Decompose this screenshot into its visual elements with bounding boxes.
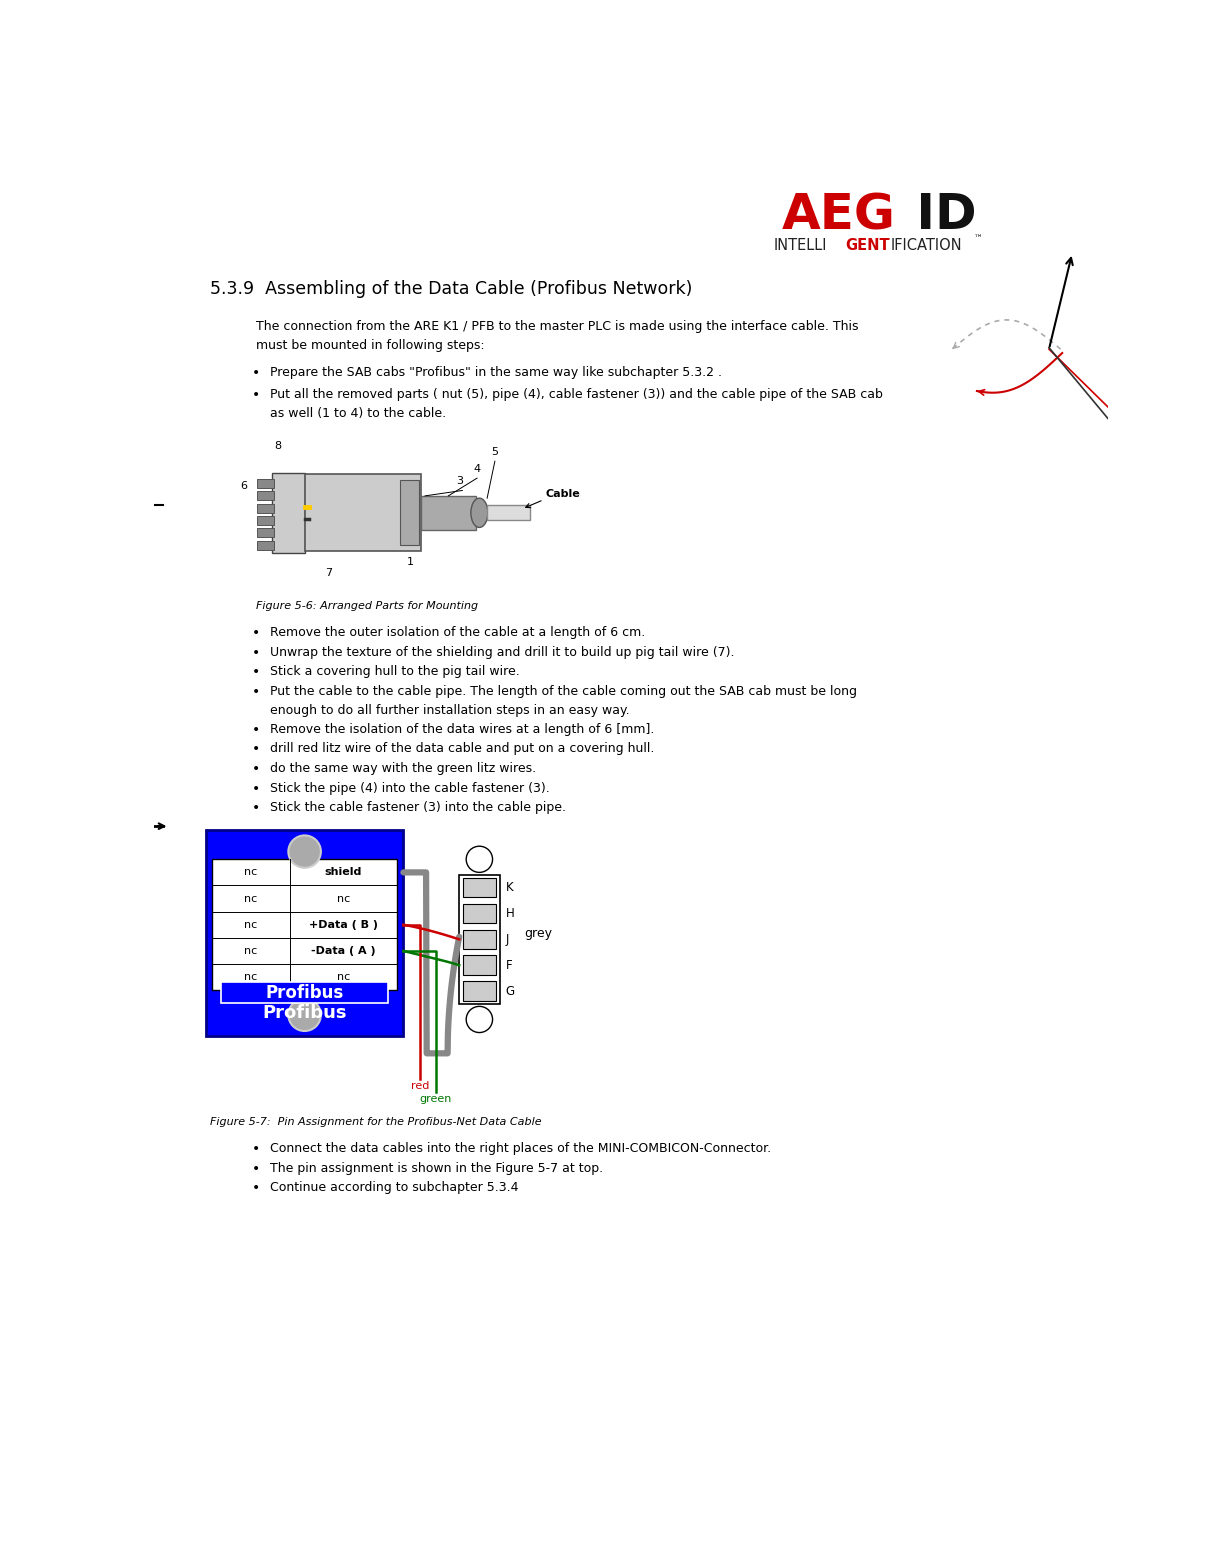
Text: Put the cable to the cable pipe. The length of the cable coming out the SAB cab : Put the cable to the cable pipe. The len… xyxy=(270,685,857,697)
Bar xyxy=(463,981,496,1001)
Text: 5: 5 xyxy=(491,447,499,457)
Text: •: • xyxy=(252,1162,261,1176)
Bar xyxy=(463,955,496,975)
Text: 3: 3 xyxy=(455,477,463,486)
Text: Stick the pipe (4) into the cable fastener (3).: Stick the pipe (4) into the cable fasten… xyxy=(270,781,550,795)
Bar xyxy=(257,515,275,525)
Text: nc: nc xyxy=(244,893,257,904)
Bar xyxy=(305,474,421,551)
Text: 4: 4 xyxy=(474,464,480,474)
Text: enough to do all further installation steps in an easy way.: enough to do all further installation st… xyxy=(270,704,630,717)
Text: Prepare the SAB cabs "Profibus" in the same way like subchapter 5.3.2 .: Prepare the SAB cabs "Profibus" in the s… xyxy=(270,367,723,380)
Text: •: • xyxy=(252,801,261,815)
Text: shield: shield xyxy=(325,867,362,878)
Bar xyxy=(257,528,275,537)
Text: -Data ( A ): -Data ( A ) xyxy=(311,946,375,957)
Bar xyxy=(459,875,500,1004)
Text: J: J xyxy=(506,934,510,946)
Text: Stick a covering hull to the pig tail wire.: Stick a covering hull to the pig tail wi… xyxy=(270,665,519,679)
Text: must be mounted in following steps:: must be mounted in following steps: xyxy=(256,339,485,352)
Text: Profibus: Profibus xyxy=(262,1004,347,1023)
Text: 6: 6 xyxy=(240,481,247,491)
Text: nc: nc xyxy=(244,946,257,957)
Text: ID: ID xyxy=(900,191,977,239)
Text: nc: nc xyxy=(244,867,257,878)
Circle shape xyxy=(288,998,321,1031)
Circle shape xyxy=(467,1006,492,1032)
Text: •: • xyxy=(252,645,261,659)
Text: G: G xyxy=(506,984,515,998)
Text: •: • xyxy=(252,722,261,736)
Text: IFICATION: IFICATION xyxy=(890,238,961,253)
Text: •: • xyxy=(252,1180,261,1196)
Text: K: K xyxy=(506,881,513,893)
Bar xyxy=(257,491,275,500)
Text: Continue according to subchapter 5.3.4: Continue according to subchapter 5.3.4 xyxy=(270,1180,518,1194)
Text: •: • xyxy=(252,742,261,756)
Text: Put all the removed parts ( nut (5), pipe (4), cable fastener (3)) and the cable: Put all the removed parts ( nut (5), pip… xyxy=(270,387,883,401)
Text: grey: grey xyxy=(524,927,553,940)
Bar xyxy=(206,830,404,1037)
Circle shape xyxy=(467,846,492,872)
Text: Remove the outer isolation of the cable at a length of 6 cm.: Remove the outer isolation of the cable … xyxy=(270,626,645,639)
Bar xyxy=(400,480,419,545)
Text: INTELLI: INTELLI xyxy=(774,238,827,253)
Text: +Data ( B ): +Data ( B ) xyxy=(309,920,378,930)
Text: 7: 7 xyxy=(325,568,332,579)
Bar xyxy=(257,540,275,549)
Text: •: • xyxy=(252,626,261,640)
Bar xyxy=(257,503,275,512)
Bar xyxy=(272,472,305,552)
Text: Profibus: Profibus xyxy=(266,983,343,1001)
Text: Stick the cable fastener (3) into the cable pipe.: Stick the cable fastener (3) into the ca… xyxy=(270,801,566,815)
Text: •: • xyxy=(252,387,261,403)
Text: Figure 5-6: Arranged Parts for Mounting: Figure 5-6: Arranged Parts for Mounting xyxy=(256,602,479,611)
Text: drill red litz wire of the data cable and put on a covering hull.: drill red litz wire of the data cable an… xyxy=(270,742,655,755)
Text: •: • xyxy=(252,781,261,796)
Text: AEG: AEG xyxy=(782,191,896,239)
Text: •: • xyxy=(252,665,261,679)
Text: do the same way with the green litz wires.: do the same way with the green litz wire… xyxy=(270,762,537,775)
Bar xyxy=(463,904,496,923)
Text: The connection from the ARE K1 / PFB to the master PLC is made using the interfa: The connection from the ARE K1 / PFB to … xyxy=(256,319,859,333)
Bar xyxy=(421,495,475,529)
Bar xyxy=(487,505,529,520)
Text: nc: nc xyxy=(337,972,350,981)
Bar xyxy=(463,878,496,898)
Text: as well (1 to 4) to the cable.: as well (1 to 4) to the cable. xyxy=(270,407,447,420)
Text: GENT: GENT xyxy=(846,238,890,253)
Text: •: • xyxy=(252,1142,261,1156)
Text: nc: nc xyxy=(337,893,350,904)
Text: •: • xyxy=(252,685,261,699)
Circle shape xyxy=(288,835,321,867)
Text: •: • xyxy=(252,762,261,776)
Text: 5.3.9  Assembling of the Data Cable (Profibus Network): 5.3.9 Assembling of the Data Cable (Prof… xyxy=(209,279,692,298)
Text: •: • xyxy=(252,367,261,381)
Text: nc: nc xyxy=(244,920,257,930)
Text: green: green xyxy=(420,1094,452,1105)
Text: Remove the isolation of the data wires at a length of 6 [mm].: Remove the isolation of the data wires a… xyxy=(270,722,655,736)
Text: red: red xyxy=(411,1082,430,1091)
Bar xyxy=(222,983,388,1003)
Text: ™: ™ xyxy=(974,235,982,244)
Text: 8: 8 xyxy=(275,441,282,451)
Ellipse shape xyxy=(470,498,487,528)
Text: nc: nc xyxy=(244,972,257,981)
Text: F: F xyxy=(506,958,512,972)
Text: H: H xyxy=(506,907,515,920)
Text: Cable: Cable xyxy=(545,489,580,498)
Bar xyxy=(463,929,496,949)
Text: Connect the data cables into the right places of the MINI-COMBICON-Connector.: Connect the data cables into the right p… xyxy=(270,1142,772,1154)
Text: Unwrap the texture of the shielding and drill it to build up pig tail wire (7).: Unwrap the texture of the shielding and … xyxy=(270,645,735,659)
Text: 1: 1 xyxy=(407,557,414,568)
Bar xyxy=(257,478,275,488)
Text: Figure 5-7:  Pin Assignment for the Profibus-Net Data Cable: Figure 5-7: Pin Assignment for the Profi… xyxy=(209,1117,542,1128)
Text: The pin assignment is shown in the Figure 5-7 at top.: The pin assignment is shown in the Figur… xyxy=(270,1162,603,1174)
Bar xyxy=(212,859,398,991)
